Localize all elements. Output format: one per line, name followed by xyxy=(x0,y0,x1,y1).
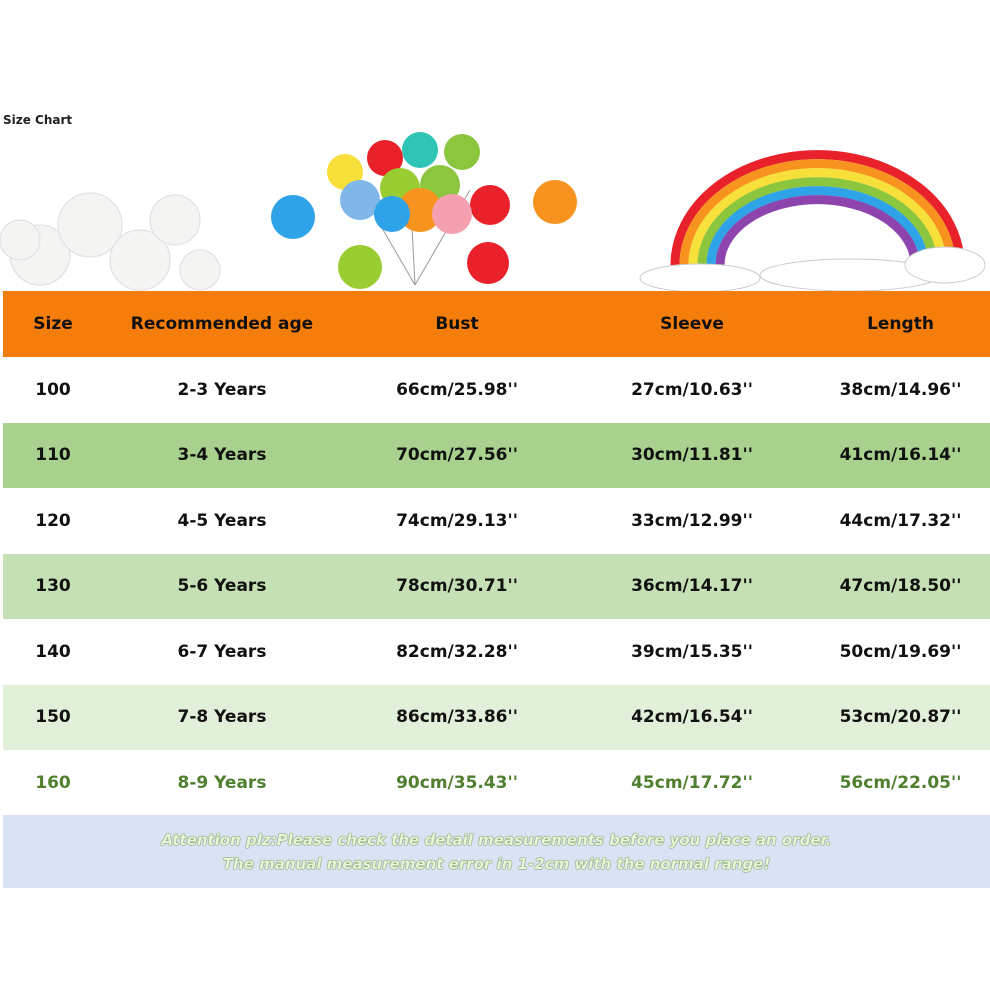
size-table: Size Recommended age Bust Sleeve Length 100 2-… xyxy=(3,291,990,816)
table-cell: 120 xyxy=(35,510,71,531)
note: Attention plz:Please check the detail me… xyxy=(3,815,990,888)
table-cell: 42cm/16.54'' xyxy=(631,707,753,728)
table-cell: 140 xyxy=(35,641,71,662)
table-cell: 33cm/12.99'' xyxy=(631,510,753,531)
table-cell: 74cm/29.13'' xyxy=(396,510,518,531)
column-header: Length xyxy=(867,314,934,334)
note-line: Attention plz:Please check the detail me… xyxy=(161,830,832,849)
table-cell: 45cm/17.72'' xyxy=(631,772,753,793)
table-cell: 53cm/20.87'' xyxy=(839,707,962,728)
table-cell: 110 xyxy=(35,445,71,466)
table-cell: 130 xyxy=(35,576,71,597)
table-row: 110 3-4 Years 70cm/27.56'' 30cm/11.81'' 41cm… xyxy=(3,422,990,488)
table-cell: 150 xyxy=(35,707,71,728)
table-cell: 70cm/27.56'' xyxy=(396,445,518,466)
table-row: 100 2-3 Years 66cm/25.98'' 27cm/10.63'' 38cm… xyxy=(3,357,990,423)
table-cell: 86cm/33.86'' xyxy=(396,707,518,728)
table-cell: 30cm/11.81'' xyxy=(631,445,753,466)
table-cell: 47cm/18.50'' xyxy=(839,576,962,597)
table-cell: 41cm/16.14'' xyxy=(839,445,962,466)
table-cell: 4-5 Years xyxy=(177,510,267,531)
table-cell: 2-3 Years xyxy=(177,379,267,400)
table-cell: 5-6 Years xyxy=(177,576,267,597)
title: Size Chart xyxy=(3,113,73,127)
table-cell: 3-4 Years xyxy=(177,445,267,466)
column-header: Bust xyxy=(435,314,479,334)
table-cell: 56cm/22.05'' xyxy=(839,772,962,793)
table-cell: 160 xyxy=(35,772,71,793)
table-cell: 100 xyxy=(35,379,71,400)
column-header: Recommended age xyxy=(130,314,314,334)
note-line: The manual measurement error in 1-2cm wi… xyxy=(222,854,771,873)
illustration xyxy=(0,132,986,292)
table-row: 140 6-7 Years 82cm/32.28'' 39cm/15.35'' 50cm… xyxy=(3,619,990,685)
table-row: 150 7-8 Years 86cm/33.86'' 42cm/16.54'' 53cm… xyxy=(3,684,990,750)
table-row: 130 5-6 Years 78cm/30.71'' 36cm/14.17'' 47cm… xyxy=(3,553,990,619)
table-row: 120 4-5 Years 74cm/29.13'' 33cm/12.99'' 44cm… xyxy=(3,488,990,554)
table-cell: 38cm/14.96'' xyxy=(839,379,962,400)
table-row: 160 8-9 Years 90cm/35.43'' 45cm/17.72'' 56cm… xyxy=(3,750,990,816)
table-cell: 7-8 Years xyxy=(177,707,267,728)
table-cell: 66cm/25.98'' xyxy=(396,379,518,400)
table-cell: 27cm/10.63'' xyxy=(631,379,753,400)
table-cell: 6-7 Years xyxy=(177,641,267,662)
table-cell: 39cm/15.35'' xyxy=(631,641,753,662)
table-cell: 44cm/17.32'' xyxy=(839,510,962,531)
table-cell: 82cm/32.28'' xyxy=(396,641,518,662)
column-header: Size xyxy=(33,314,73,334)
table-cell: 36cm/14.17'' xyxy=(631,576,753,597)
table-cell: 90cm/35.43'' xyxy=(396,772,518,793)
table-cell: 78cm/30.71'' xyxy=(396,576,518,597)
table-cell: 8-9 Years xyxy=(177,772,267,793)
column-header: Sleeve xyxy=(660,314,724,334)
table-cell: 50cm/19.69'' xyxy=(839,641,962,662)
header-row: Size Recommended age Bust Sleeve Length xyxy=(3,291,990,357)
